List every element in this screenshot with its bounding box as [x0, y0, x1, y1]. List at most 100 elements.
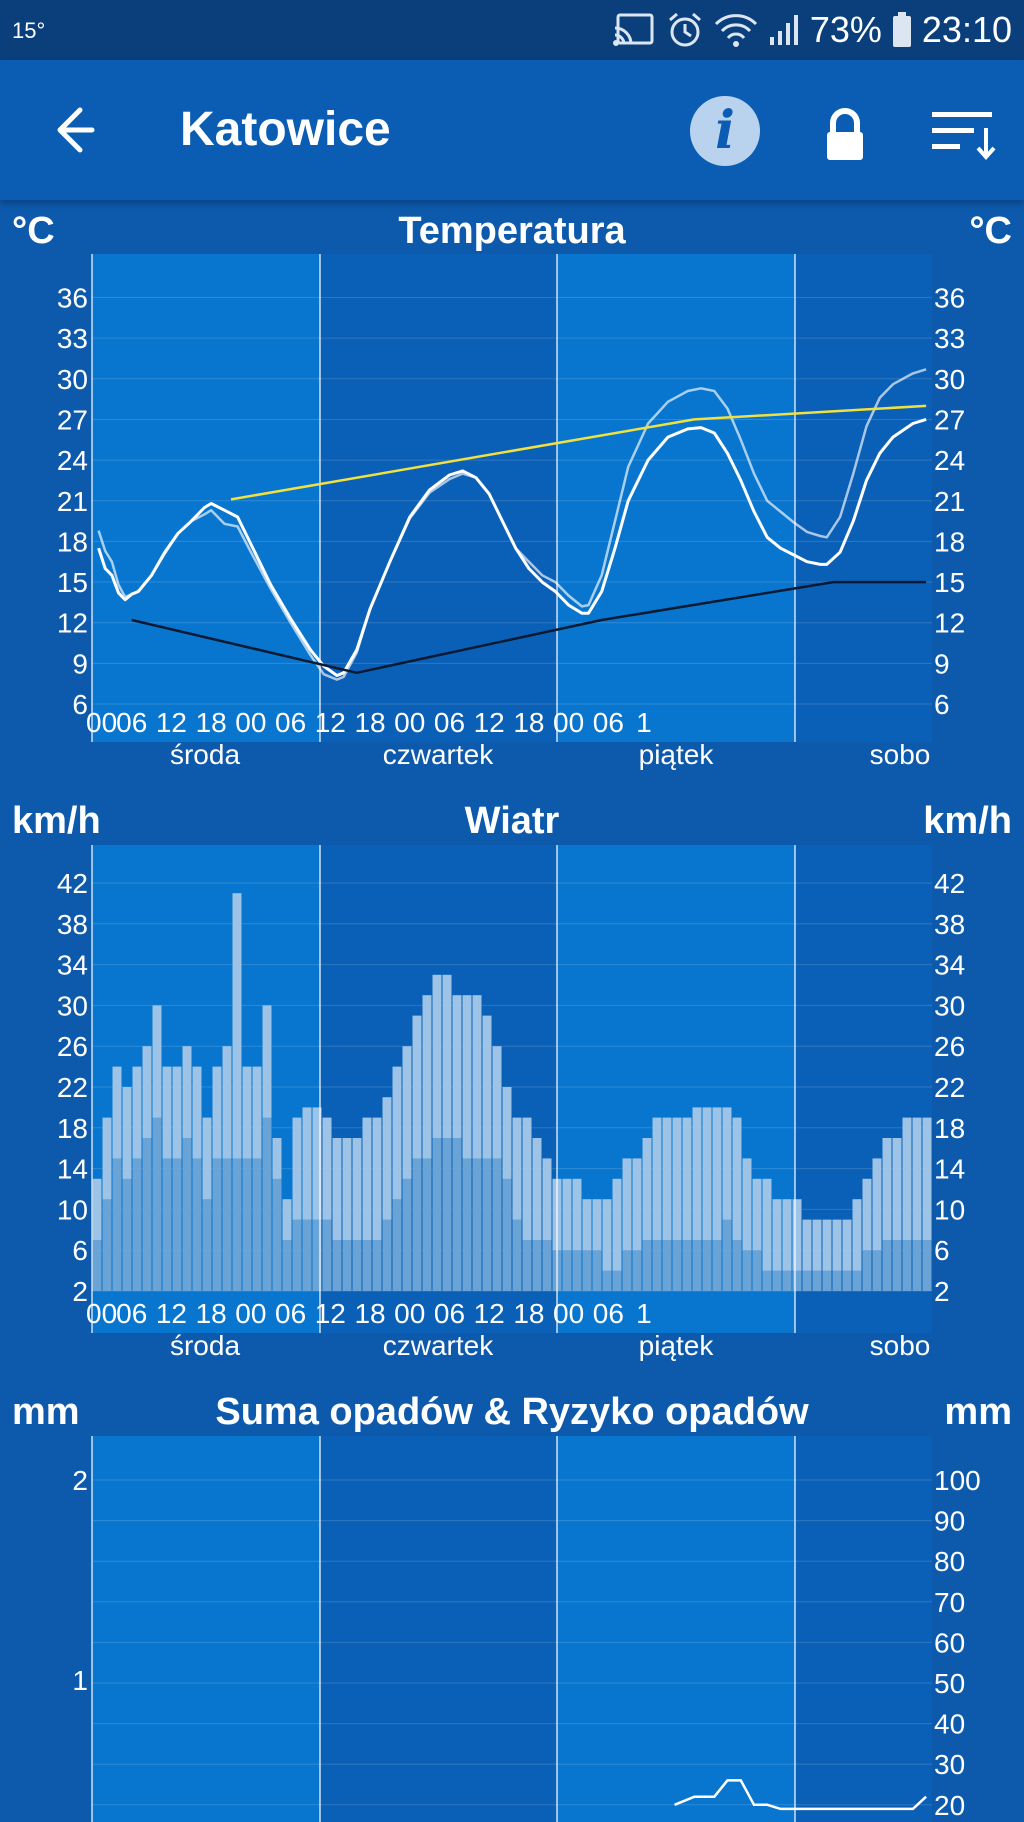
precipitation-chart: 2 1 100 90 80 70 60 50 40 30 20: [72, 1436, 981, 1822]
day-panel: [92, 254, 320, 742]
wind-gust-bar: [852, 1199, 862, 1291]
status-icons: 73% 23:10: [612, 8, 1012, 52]
wind-gust-bar: [512, 1117, 522, 1291]
wind-speed-bar: [462, 1158, 472, 1291]
back-arrow-icon[interactable]: [40, 100, 100, 160]
y-tick-label-left: 38: [57, 909, 88, 940]
wind-speed-bar: [842, 1270, 852, 1291]
wind-speed-bar: [612, 1270, 622, 1291]
temperature-line: [97, 417, 927, 677]
wind-gust-bar: [902, 1117, 912, 1291]
wind-gust-bar: [542, 1158, 552, 1291]
wind-gust-bar: [532, 1138, 542, 1291]
y-tick-label-right: 50: [934, 1668, 965, 1699]
precip-unit-right: mm: [944, 1391, 1012, 1433]
y-tick-label-left: 9: [72, 648, 88, 679]
day-label: piątek: [639, 1330, 715, 1361]
lock-icon[interactable]: [820, 108, 870, 164]
wind-speed-bar: [342, 1240, 352, 1291]
wind-speed-bar: [732, 1240, 742, 1291]
y-tick-label-left: 12: [57, 608, 88, 639]
wind-speed-bar: [452, 1138, 462, 1291]
info-icon[interactable]: i: [690, 96, 760, 166]
wifi-icon: [714, 14, 757, 47]
wind-speed-bar: [892, 1240, 902, 1291]
wind-gust-bar: [292, 1117, 302, 1291]
min-temperature-line: [131, 580, 927, 675]
x-tick-label: 06: [116, 1298, 147, 1329]
y-tick-label-left: 36: [57, 283, 88, 314]
alarm-icon: [668, 12, 701, 47]
wind-speed-bar: [572, 1250, 582, 1291]
wind-gust-bar: [572, 1178, 582, 1291]
day-panel: [92, 1436, 320, 1822]
wind-speed-bar: [312, 1219, 322, 1291]
wind-speed-bar: [492, 1158, 502, 1291]
cast-icon: [612, 13, 654, 46]
max-temperature-line: [230, 404, 927, 501]
y-tick-label-left: 21: [57, 486, 88, 517]
status-time: 23:10: [921, 9, 1012, 50]
wind-speed-bar: [602, 1270, 612, 1291]
x-tick-label: 1: [636, 707, 652, 738]
y-tick-label-left: 33: [57, 323, 88, 354]
day-panel: [795, 254, 932, 742]
y-tick-label-right: 26: [934, 1031, 965, 1062]
wind-gust-bar: [872, 1158, 882, 1291]
wind-gust-bar: [712, 1107, 722, 1291]
wind-speed-bar: [112, 1158, 122, 1291]
temperature-unit-left: °C: [12, 210, 55, 252]
y-tick-label-left: 2: [72, 1465, 88, 1496]
x-tick-label: 06: [116, 707, 147, 738]
wind-gust-bar: [422, 995, 432, 1291]
wind-gust-bar: [322, 1117, 332, 1291]
wind-speed-bar: [352, 1240, 362, 1291]
wind-speed-bar: [622, 1250, 632, 1291]
wind-speed-bar: [762, 1270, 772, 1291]
wind-speed-bar: [482, 1158, 492, 1291]
wind-speed-bar: [882, 1240, 892, 1291]
wind-gust-bar: [682, 1117, 692, 1291]
wind-speed-bar: [272, 1178, 282, 1291]
wind-speed-bar: [132, 1158, 142, 1291]
sort-icon[interactable]: [930, 104, 1000, 164]
y-tick-label-left: 34: [57, 950, 88, 981]
wind-speed-bar: [582, 1250, 592, 1291]
y-tick-label-right: 30: [934, 990, 965, 1021]
wind-speed-bar: [232, 1158, 242, 1291]
y-tick-label-right: 10: [934, 1194, 965, 1225]
info-glyph: i: [715, 100, 735, 161]
day-label: sobo: [870, 739, 931, 770]
wind-gust-bar: [432, 974, 442, 1291]
wind-speed-bar: [252, 1158, 262, 1291]
wind-gust-bar: [342, 1138, 352, 1291]
wind-gust-bar: [912, 1117, 922, 1291]
wind-speed-bar: [422, 1158, 432, 1291]
y-tick-label-left: 42: [57, 868, 88, 899]
wind-gust-bar: [882, 1138, 892, 1291]
y-tick-label-right: 2: [934, 1276, 950, 1307]
wind-speed-bar: [292, 1219, 302, 1291]
temperature-chart: 36 36 33 33 30 30 27 27 24 24 21 21 18 18 15 15 12 12 9 9 6 6…: [57, 254, 965, 770]
app-bar: Katowice i: [0, 60, 1024, 200]
y-tick-label-right: 90: [934, 1506, 965, 1537]
wind-gust-bar: [762, 1178, 772, 1291]
wind-gust-bar: [602, 1199, 612, 1291]
wind-gust-bar: [792, 1199, 802, 1291]
wind-gust-bar: [352, 1138, 362, 1291]
wind-speed-bar: [92, 1240, 102, 1291]
x-tick-label: 06: [593, 1298, 624, 1329]
x-tick-label: 12: [315, 1298, 346, 1329]
wind-gust-bar: [462, 995, 472, 1291]
battery-icon: [892, 12, 911, 47]
y-tick-label-right: 22: [934, 1072, 965, 1103]
x-tick-label: 18: [196, 707, 227, 738]
day-panel: [320, 254, 557, 742]
wind-speed-bar: [512, 1219, 522, 1291]
temperature-unit-right: °C: [969, 210, 1012, 252]
y-tick-label-left: 24: [57, 445, 88, 476]
wind-unit-left: km/h: [12, 800, 101, 842]
wind-gust-bar: [692, 1107, 702, 1291]
wind-speed-bar: [402, 1178, 412, 1291]
